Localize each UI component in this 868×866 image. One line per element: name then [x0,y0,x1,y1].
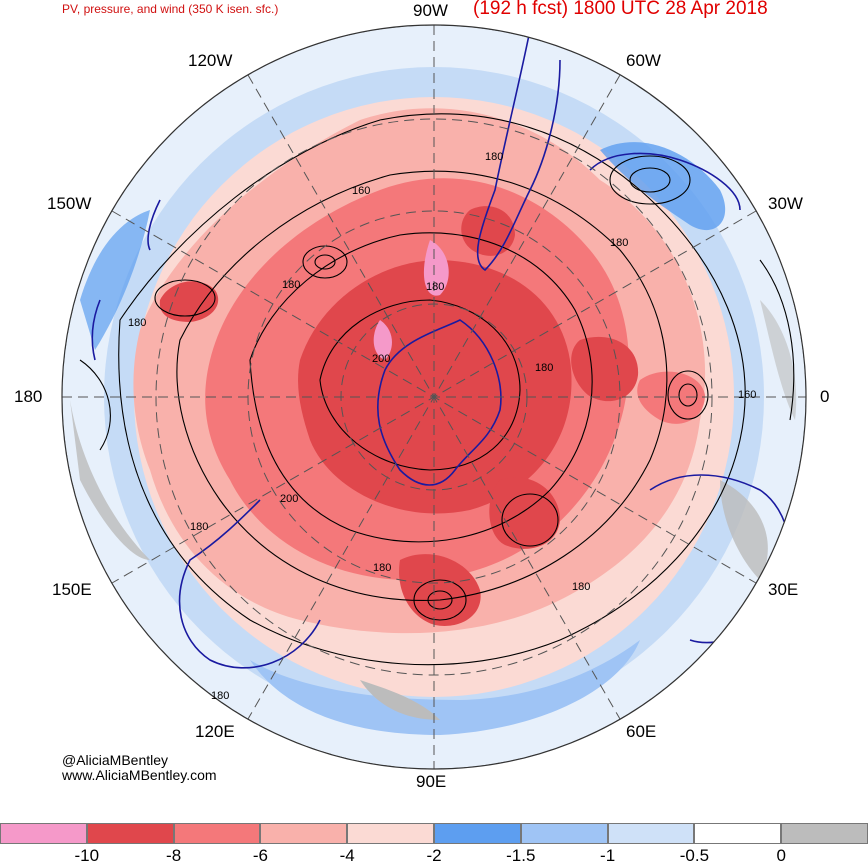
map-field [62,25,806,769]
lon-label-60e: 60E [626,722,657,741]
contour-value-labels: 180 160 180 180 180 180 200 180 160 200 … [128,151,756,702]
contour-label: 180 [572,581,590,593]
contour-label: 180 [610,237,628,249]
colorbar-swatch [520,823,608,844]
colorbar-tick-label: -1 [600,846,616,865]
colorbar-tick-label: -6 [252,846,268,865]
map-boundary [61,24,807,770]
lon-label-30w: 30W [768,194,803,213]
lon-label-60w: 60W [626,51,661,70]
colorbar-swatch [347,823,434,844]
colorbar-tick-label: -1.5 [506,846,536,865]
lon-label-150e: 150E [52,580,92,599]
contour-label: 160 [352,185,370,197]
lon-label-120w: 120W [188,51,233,70]
colorbar-tick-label: -4 [339,846,355,865]
lon-label-0: 0 [820,387,830,406]
lon-label-180: 180 [14,387,43,406]
colorbar-tick-label: -10 [74,846,100,865]
colorbar-tick-label: -0.5 [679,846,710,865]
colorbar-swatch [0,823,87,844]
contour-label: 180 [535,362,553,374]
product-title: PV, pressure, and wind (350 K isen. sfc.… [62,2,279,16]
colorbar-swatch [694,823,782,844]
graticule [62,25,806,769]
lon-label-120e: 120E [195,722,235,741]
lon-label-150w: 150W [47,194,92,213]
contour-label: 160 [738,389,756,401]
credit-website: www.AliciaMBentley.com [62,767,217,783]
colorbar-swatch [607,823,695,844]
forecast-title: (192 h fcst) 1800 UTC 28 Apr 2018 [473,0,768,19]
colorbar-swatch [86,823,174,844]
contour-label: 180 [485,151,503,163]
pressure-contours [79,113,795,666]
colorbar-tick-label: -2 [426,846,442,865]
colorbar-swatch [173,823,261,844]
contour-label: 200 [372,353,390,365]
colorbar-swatch [434,823,521,844]
contour-label: 180 [426,281,444,293]
contour-label: 180 [211,690,229,702]
lon-label-30e: 30E [768,580,799,599]
lon-label-90e: 90E [416,772,447,791]
contour-label: 200 [280,493,298,505]
colorbar-tick-label: 0 [776,846,786,865]
colorbar-swatch [260,823,348,844]
colorbar-swatch [781,823,868,844]
contour-label: 180 [282,279,300,291]
lon-label-90w: 90W [413,1,448,20]
colorbar-tick-label: -8 [166,846,182,865]
credit-handle: @AliciaMBentley [62,752,169,768]
contour-label: 180 [128,317,146,329]
contour-label: 180 [373,562,391,574]
contour-label: 180 [190,521,208,533]
